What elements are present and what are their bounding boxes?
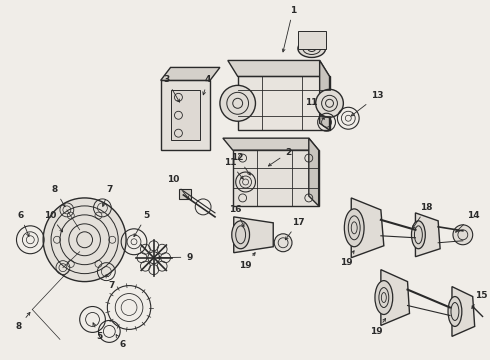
Text: 16: 16 bbox=[229, 205, 244, 226]
Text: 15: 15 bbox=[472, 291, 487, 309]
Text: 7: 7 bbox=[106, 275, 115, 289]
Polygon shape bbox=[298, 31, 325, 49]
Circle shape bbox=[316, 89, 343, 117]
Polygon shape bbox=[381, 270, 410, 325]
Polygon shape bbox=[179, 189, 191, 199]
Text: 3: 3 bbox=[164, 75, 179, 102]
Polygon shape bbox=[309, 138, 318, 206]
Polygon shape bbox=[452, 287, 475, 336]
Circle shape bbox=[453, 225, 473, 245]
Text: 19: 19 bbox=[340, 251, 354, 267]
Text: 6: 6 bbox=[17, 211, 29, 236]
Polygon shape bbox=[228, 60, 329, 76]
Polygon shape bbox=[319, 60, 329, 130]
Text: 13: 13 bbox=[351, 91, 384, 116]
Text: 10: 10 bbox=[44, 211, 63, 232]
Ellipse shape bbox=[375, 280, 392, 315]
Text: 14: 14 bbox=[456, 211, 479, 232]
Ellipse shape bbox=[448, 297, 462, 327]
Circle shape bbox=[43, 198, 126, 282]
Polygon shape bbox=[171, 90, 200, 140]
Text: 12: 12 bbox=[231, 153, 250, 175]
Text: 9: 9 bbox=[157, 253, 193, 262]
Polygon shape bbox=[161, 80, 210, 150]
Text: 4: 4 bbox=[203, 75, 211, 95]
Ellipse shape bbox=[412, 221, 425, 249]
Text: 18: 18 bbox=[413, 203, 433, 229]
Text: 5: 5 bbox=[93, 323, 102, 341]
Circle shape bbox=[220, 85, 255, 121]
Text: 6: 6 bbox=[116, 334, 125, 349]
Polygon shape bbox=[416, 213, 440, 257]
Text: 17: 17 bbox=[285, 218, 305, 240]
Polygon shape bbox=[351, 198, 384, 258]
Polygon shape bbox=[223, 138, 318, 150]
Text: 2: 2 bbox=[269, 148, 292, 166]
Ellipse shape bbox=[344, 209, 364, 247]
Text: 8: 8 bbox=[52, 185, 65, 207]
Polygon shape bbox=[161, 67, 220, 80]
Text: 11: 11 bbox=[223, 158, 243, 179]
Ellipse shape bbox=[298, 40, 325, 58]
Text: 19: 19 bbox=[239, 253, 255, 270]
Text: 7: 7 bbox=[102, 185, 113, 206]
Text: 10: 10 bbox=[167, 175, 189, 199]
Circle shape bbox=[274, 234, 292, 252]
Polygon shape bbox=[233, 150, 318, 206]
Text: 1: 1 bbox=[282, 6, 296, 52]
Text: 5: 5 bbox=[134, 211, 150, 237]
Ellipse shape bbox=[232, 221, 249, 249]
Polygon shape bbox=[238, 76, 329, 130]
Text: 19: 19 bbox=[369, 319, 386, 336]
Polygon shape bbox=[234, 217, 273, 253]
Text: 8: 8 bbox=[15, 312, 30, 332]
Text: 11: 11 bbox=[305, 98, 324, 119]
